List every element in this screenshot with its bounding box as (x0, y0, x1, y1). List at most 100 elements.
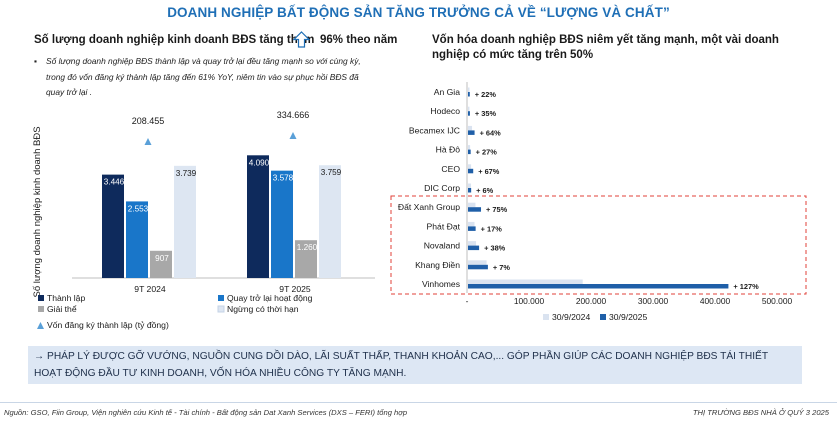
growth-label: + 27% (476, 148, 498, 157)
bar-30-9-2024 (468, 106, 470, 112)
bar-thành-lập (247, 155, 269, 278)
company-label: Vinhomes (422, 279, 460, 289)
x-tick-label: 300.000 (638, 296, 669, 306)
report-title: THỊ TRƯỜNG BĐS NHÀ Ở QUÝ 3 2025 (692, 408, 829, 417)
growth-label: + 6% (476, 186, 493, 195)
growth-label: + 64% (480, 128, 502, 137)
capital-label: 208.455 (132, 116, 165, 126)
y-axis-label: Số lượng doanh nghiệp kinh doanh BĐS (32, 126, 43, 297)
bar-30-9-2024 (468, 241, 477, 246)
bar-30-9-2024 (468, 183, 471, 188)
bar-30-9-2024 (468, 125, 473, 131)
legend-label: Giải thể (47, 304, 77, 314)
bar-giải-thể (295, 240, 317, 278)
legend-swatch (218, 295, 224, 301)
company-label: DIC Corp (424, 183, 460, 193)
growth-label: + 127% (733, 282, 759, 291)
bar-quay-trở-lại-hoạt-động (126, 201, 148, 278)
bar-ngừng-có-thời-hạn (319, 165, 341, 278)
bar-giải-thể (150, 250, 172, 278)
company-label: Phát Đạt (427, 221, 461, 231)
company-label: Hodeco (430, 106, 460, 116)
x-tick-label: 400.000 (700, 296, 731, 306)
company-label: CEO (441, 164, 460, 174)
legend-label: 30/9/2024 (552, 312, 590, 322)
left-heading-value: 96% theo năm (320, 34, 398, 46)
bar-30-9-2025 (468, 207, 482, 212)
left-heading: Số lượng doanh nghiệp kinh doanh BĐS tăn… (34, 34, 315, 46)
bar-30-9-2024 (468, 279, 583, 284)
growth-label: + 75% (486, 205, 508, 214)
highlight-box (390, 195, 807, 295)
bar-30-9-2025 (468, 245, 480, 251)
bar-30-9-2025 (468, 284, 729, 289)
bar-30-9-2025 (468, 226, 476, 231)
category-label: 9T 2025 (279, 284, 311, 294)
x-tick-label: 200.000 (576, 296, 607, 306)
right-heading: Vốn hóa doanh nghiệp BĐS niêm yết tăng m… (432, 34, 779, 61)
bar-30-9-2024 (468, 87, 470, 92)
bar-data-label: 1.260 (297, 243, 318, 252)
bar-data-label: 3.739 (176, 169, 197, 178)
legend-swatch (600, 314, 606, 320)
bar-30-9-2024 (468, 221, 475, 227)
bar-30-9-2025 (468, 130, 475, 135)
category-label: 9T 2024 (134, 284, 166, 294)
legend-label: 30/9/2025 (609, 312, 647, 322)
conclusion-box: → PHÁP LÝ ĐƯỢC GỠ VƯỚNG, NGUỒN CUNG DỒI … (28, 346, 802, 384)
legend-marker (37, 322, 44, 329)
bar-data-label: 3.446 (104, 178, 125, 187)
x-tick-label: 100.000 (514, 296, 545, 306)
page-title: DOANH NGHIỆP BẤT ĐỘNG SẢN TĂNG TRƯỞNG CẢ… (167, 5, 670, 20)
source-note: Nguồn: GSO, Fiin Group, Viện nghiên cứu … (4, 408, 408, 417)
bar-30-9-2025 (468, 149, 471, 155)
bar-30-9-2025 (468, 168, 474, 174)
capital-label: 334.666 (277, 110, 310, 120)
bar-quay-trở-lại-hoạt-động (271, 170, 293, 278)
legend-label: Ngừng có thời hạn (227, 304, 299, 314)
growth-label: + 17% (481, 224, 503, 233)
bar-30-9-2025 (468, 188, 472, 193)
bar-thành-lập (102, 174, 124, 278)
legend-label: Quay trở lại hoạt động (227, 293, 313, 303)
growth-label: + 22% (475, 90, 497, 99)
legend-swatch (38, 295, 44, 301)
growth-label: + 67% (478, 167, 500, 176)
growth-label: + 35% (475, 109, 497, 118)
growth-label: + 38% (484, 244, 506, 253)
x-tick-label: - (466, 296, 469, 306)
legend-label: Thành lập (47, 293, 85, 303)
bar-30-9-2025 (468, 264, 488, 270)
company-label: An Gia (434, 87, 460, 97)
bar-data-label: 907 (155, 254, 169, 263)
bar-data-label: 3.578 (273, 174, 294, 183)
arrow-up-icon (293, 31, 310, 48)
company-label: Khang Điền (415, 260, 460, 270)
bar-30-9-2025 (468, 92, 470, 97)
legend-swatch (543, 314, 549, 320)
bullet-text: Số lượng doanh nghiệp BĐS thành lập và q… (46, 56, 361, 97)
capital-marker (144, 138, 152, 145)
bar-30-9-2024 (468, 164, 472, 169)
bar-ngừng-có-thời-hạn (174, 165, 196, 278)
company-label: Hà Đô (436, 145, 461, 155)
bar-data-label: 4.090 (249, 158, 270, 167)
legend-label: Vốn đăng ký thành lập (tỷ đồng) (47, 320, 169, 330)
capital-marker (289, 132, 297, 139)
bar-30-9-2025 (468, 111, 470, 116)
bullet-list: ▪ Số lượng doanh nghiệp BĐS thành lập và… (34, 54, 379, 101)
legend-swatch (217, 305, 225, 313)
x-tick-label: 500.000 (762, 296, 793, 306)
bar-data-label: 3.759 (321, 168, 342, 177)
legend-swatch (38, 306, 44, 312)
bar-30-9-2024 (468, 145, 471, 150)
bar-30-9-2024 (468, 260, 487, 265)
growth-label: + 7% (493, 263, 510, 272)
bar-30-9-2024 (468, 202, 476, 208)
company-label: Đất Xanh Group (398, 202, 460, 212)
bullet-marker: ▪ (34, 56, 37, 66)
company-label: Novaland (424, 241, 461, 251)
bar-data-label: 2.553 (128, 204, 149, 213)
company-label: Becamex IJC (409, 125, 460, 135)
